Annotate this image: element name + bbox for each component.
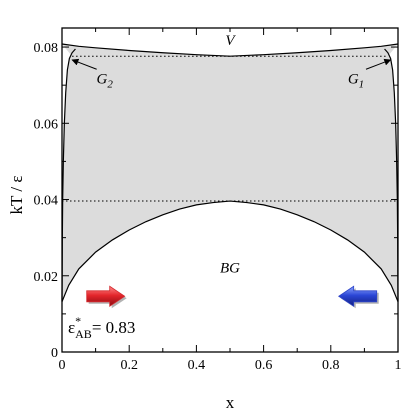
pointer-arrow-g1 — [365, 58, 392, 70]
epsilon-star: * — [75, 314, 81, 328]
pointer-arrow-g2 — [71, 58, 97, 70]
y-tick-label: 0.08 — [34, 41, 59, 56]
red-right-arrow — [86, 285, 126, 308]
y-axis-ticks: 0 0.02 0.04 0.06 0.08 — [34, 41, 398, 361]
epsilon-subscript: AB — [75, 327, 92, 341]
flow-arrows — [86, 285, 379, 309]
y-tick-label: 0.06 — [34, 117, 59, 132]
x-tick-label: 0 — [59, 358, 66, 373]
phase-label-v: V — [225, 33, 236, 49]
phase-label-g2: G2 — [97, 71, 114, 90]
x-tick-label: 0.6 — [255, 358, 273, 373]
blue-left-arrow — [337, 285, 378, 308]
y-axis-label: kT / ε — [7, 176, 26, 215]
shaded-area — [62, 46, 398, 302]
x-tick-label: 0.2 — [120, 358, 138, 373]
vapor-coexistence-area — [62, 44, 398, 57]
two-phase-region — [62, 44, 398, 302]
epsilon-value: = 0.83 — [92, 318, 136, 337]
tie-lines — [62, 55, 398, 202]
y-tick-label: 0.04 — [34, 194, 59, 209]
x-axis-ticks: 0 0.2 0.4 0.6 0.8 1 — [59, 28, 402, 373]
epsilon-ab-label: ε* AB= 0.83 — [68, 314, 135, 341]
y-tick-label: 0.02 — [34, 270, 59, 285]
x-tick-label: 0.4 — [188, 358, 206, 373]
epsilon-symbol: ε — [68, 318, 75, 337]
y-tick-label: 0 — [51, 346, 58, 361]
x-tick-label: 0.8 — [322, 358, 340, 373]
annotations: V BG G2 G1 — [71, 33, 392, 277]
phase-label-g1: G1 — [348, 71, 364, 90]
x-axis-label: x — [226, 393, 235, 412]
vapor-boundary-line — [61, 43, 399, 57]
phase-label-bg: BG — [220, 261, 240, 277]
x-tick-label: 1 — [395, 358, 402, 373]
